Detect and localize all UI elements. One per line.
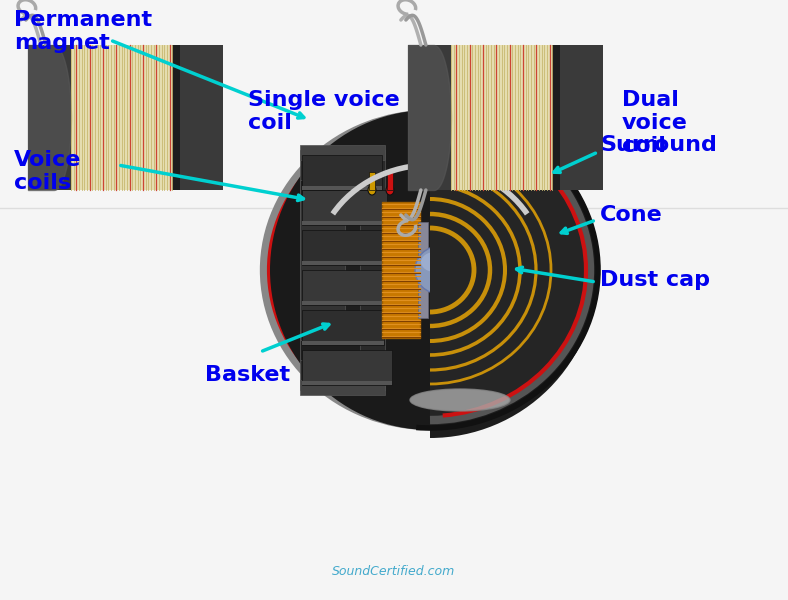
Ellipse shape xyxy=(368,185,376,195)
Bar xyxy=(300,380,385,395)
Ellipse shape xyxy=(410,389,510,411)
Bar xyxy=(369,172,375,190)
Text: SoundCertified.com: SoundCertified.com xyxy=(333,565,455,578)
Bar xyxy=(180,45,223,190)
Bar xyxy=(302,381,392,385)
Ellipse shape xyxy=(262,112,598,428)
Bar xyxy=(302,301,387,305)
Ellipse shape xyxy=(340,140,520,180)
Bar xyxy=(451,45,552,190)
Ellipse shape xyxy=(415,246,465,294)
Bar xyxy=(560,45,603,190)
Text: Single voice
coil: Single voice coil xyxy=(248,90,400,133)
Bar xyxy=(302,155,382,190)
Bar xyxy=(28,45,71,190)
Bar xyxy=(300,145,385,160)
Bar xyxy=(302,270,387,305)
Bar xyxy=(302,186,382,190)
Bar xyxy=(418,222,428,318)
Bar xyxy=(302,230,384,265)
Bar xyxy=(382,202,420,338)
Text: Dual
voice
coil: Dual voice coil xyxy=(622,90,688,157)
Bar xyxy=(408,45,451,190)
Ellipse shape xyxy=(421,252,449,272)
Wedge shape xyxy=(430,132,568,408)
Bar xyxy=(302,310,384,345)
Text: Surround: Surround xyxy=(600,135,717,155)
Text: Dust cap: Dust cap xyxy=(600,270,710,290)
Text: Permanent
magnet: Permanent magnet xyxy=(14,10,152,53)
Bar xyxy=(302,350,392,385)
Bar xyxy=(300,150,385,390)
Wedge shape xyxy=(430,102,598,438)
Wedge shape xyxy=(430,115,585,425)
Bar xyxy=(302,190,387,225)
Bar xyxy=(302,221,387,225)
Bar xyxy=(302,341,384,345)
Bar xyxy=(552,45,560,190)
Bar xyxy=(302,261,384,265)
Bar xyxy=(387,172,393,190)
Text: Cone: Cone xyxy=(600,205,663,225)
Wedge shape xyxy=(270,110,430,430)
Ellipse shape xyxy=(386,185,394,195)
Bar xyxy=(71,45,173,190)
Bar xyxy=(300,180,360,360)
Text: Voice
coils: Voice coils xyxy=(14,150,81,193)
Text: Basket: Basket xyxy=(206,365,291,385)
Bar xyxy=(173,45,180,190)
Bar xyxy=(300,200,345,340)
Ellipse shape xyxy=(290,138,570,402)
